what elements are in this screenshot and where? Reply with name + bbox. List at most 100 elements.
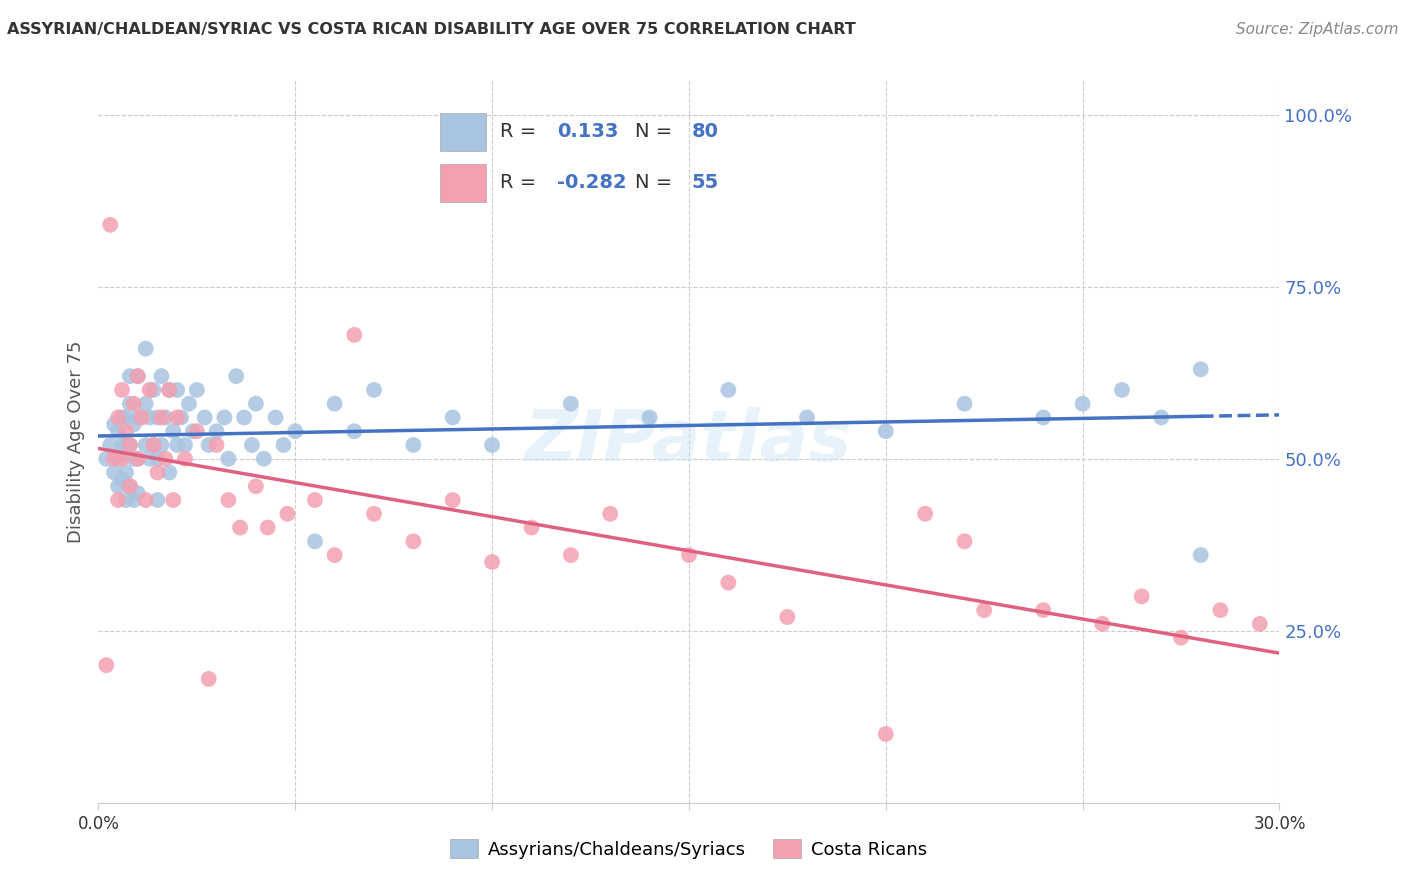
Point	[402, 534, 425, 549]
Point	[914, 507, 936, 521]
Point	[162, 424, 184, 438]
Point	[107, 424, 129, 438]
Point	[205, 438, 228, 452]
Text: N =: N =	[634, 122, 678, 141]
Point	[304, 493, 326, 508]
Point	[441, 410, 464, 425]
Point	[875, 424, 897, 438]
Bar	[440, 112, 486, 151]
Text: -0.282: -0.282	[557, 173, 626, 192]
Point	[402, 438, 425, 452]
Point	[256, 520, 278, 534]
Point	[177, 397, 200, 411]
Text: R =: R =	[501, 173, 543, 192]
Point	[111, 438, 134, 452]
Point	[560, 548, 582, 562]
Point	[233, 410, 256, 425]
Point	[127, 369, 149, 384]
Point	[217, 493, 239, 508]
Text: 80: 80	[692, 122, 718, 141]
Point	[146, 493, 169, 508]
Point	[953, 534, 976, 549]
Point	[96, 451, 118, 466]
Point	[245, 397, 267, 411]
Point	[166, 383, 188, 397]
Point	[166, 438, 188, 452]
Point	[107, 451, 129, 466]
Point	[194, 410, 217, 425]
Text: N =: N =	[634, 173, 678, 192]
Point	[273, 438, 295, 452]
Point	[1249, 616, 1271, 631]
Point	[717, 575, 740, 590]
Point	[103, 417, 125, 432]
Point	[111, 410, 134, 425]
Point	[170, 410, 193, 425]
Point	[197, 438, 219, 452]
Point	[138, 410, 160, 425]
Legend: Assyrians/Chaldeans/Syriacs, Costa Ricans: Assyrians/Chaldeans/Syriacs, Costa Rican…	[443, 832, 935, 866]
Point	[174, 438, 197, 452]
Point	[304, 534, 326, 549]
Point	[135, 438, 157, 452]
Point	[875, 727, 897, 741]
Point	[441, 493, 464, 508]
Point	[1032, 410, 1054, 425]
Point	[142, 383, 165, 397]
Point	[343, 424, 366, 438]
Point	[197, 672, 219, 686]
Point	[118, 369, 141, 384]
Point	[181, 424, 204, 438]
Point	[214, 410, 236, 425]
Text: Source: ZipAtlas.com: Source: ZipAtlas.com	[1236, 22, 1399, 37]
Point	[1189, 548, 1212, 562]
Point	[1209, 603, 1232, 617]
Point	[1091, 616, 1114, 631]
Point	[560, 397, 582, 411]
Point	[146, 410, 169, 425]
Point	[122, 397, 145, 411]
Point	[186, 424, 208, 438]
Point	[323, 397, 346, 411]
Point	[122, 451, 145, 466]
Point	[157, 383, 180, 397]
Point	[253, 451, 276, 466]
Text: 0.133: 0.133	[557, 122, 619, 141]
Text: 55: 55	[692, 173, 718, 192]
Point	[363, 507, 385, 521]
Point	[481, 438, 503, 452]
Y-axis label: Disability Age Over 75: Disability Age Over 75	[66, 340, 84, 543]
Point	[157, 383, 180, 397]
Point	[135, 397, 157, 411]
Point	[276, 507, 298, 521]
Point	[115, 438, 138, 452]
Point	[599, 507, 621, 521]
Point	[1150, 410, 1173, 425]
Point	[1130, 590, 1153, 604]
Point	[118, 397, 141, 411]
Point	[98, 218, 121, 232]
Point	[146, 451, 169, 466]
Point	[481, 555, 503, 569]
Point	[205, 424, 228, 438]
Point	[776, 610, 799, 624]
Point	[138, 451, 160, 466]
Point	[115, 466, 138, 480]
Point	[264, 410, 287, 425]
Point	[96, 658, 118, 673]
Point	[103, 466, 125, 480]
Point	[131, 410, 153, 425]
Point	[127, 410, 149, 425]
Point	[166, 410, 188, 425]
Point	[1189, 362, 1212, 376]
Point	[174, 451, 197, 466]
Point	[111, 472, 134, 486]
Point	[363, 383, 385, 397]
Point	[135, 342, 157, 356]
Point	[323, 548, 346, 562]
Point	[142, 438, 165, 452]
Point	[240, 438, 263, 452]
Point	[155, 451, 177, 466]
Point	[122, 417, 145, 432]
Point	[107, 493, 129, 508]
